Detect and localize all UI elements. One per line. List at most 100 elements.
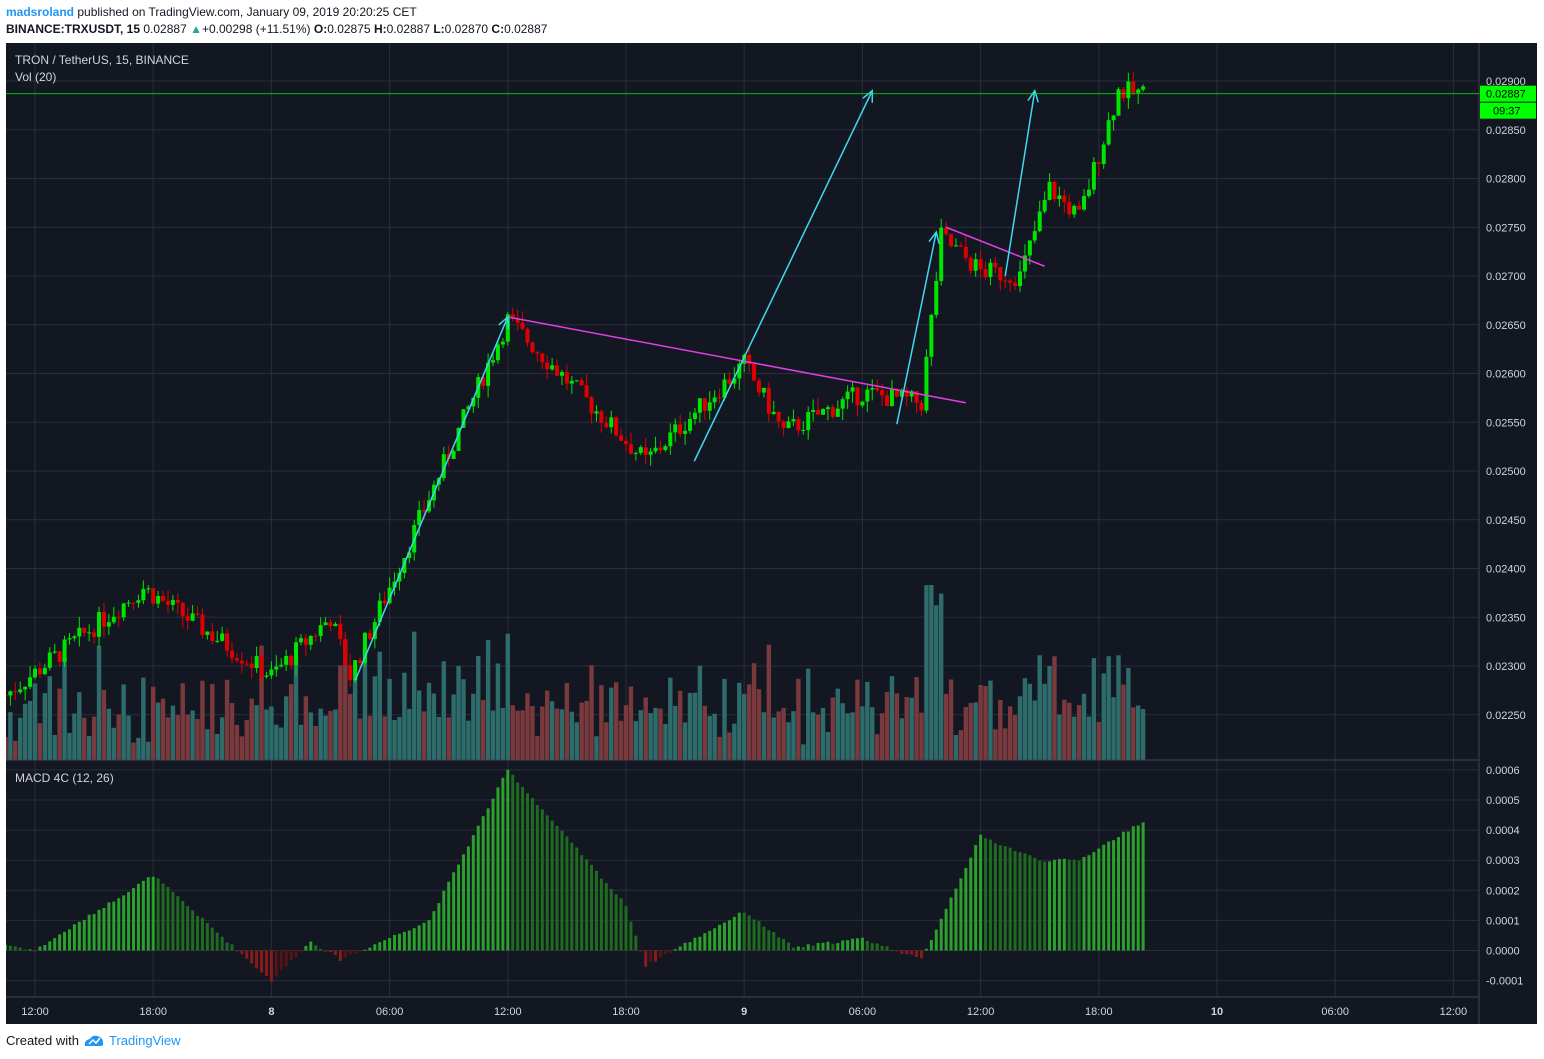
macd-bar [38, 946, 42, 951]
candle-body [451, 450, 456, 459]
macd-bar [210, 927, 214, 951]
time-tick-label: 9 [741, 1006, 747, 1018]
candle-body [865, 389, 870, 402]
macd-bar [343, 950, 347, 958]
candle-body [97, 611, 102, 637]
macd-bar [964, 868, 968, 951]
macd-bar [33, 950, 37, 952]
macd-bar [112, 901, 116, 951]
macd-bar [151, 876, 155, 951]
volume-bar [338, 665, 343, 760]
candle-body [308, 635, 313, 645]
candle-body [993, 262, 998, 268]
candle-body [614, 417, 619, 436]
volume-bar [431, 693, 437, 760]
macd-bar [200, 917, 204, 951]
last-price: 0.02887 [143, 22, 187, 36]
candle-body [564, 372, 569, 384]
published-text: published on TradingView.com, January 09… [77, 5, 417, 19]
volume-bar [737, 682, 742, 760]
candle-body [894, 389, 899, 397]
volume-bar [362, 647, 368, 760]
macd-bar [393, 934, 397, 951]
volume-bar [579, 702, 584, 760]
macd-bar [585, 859, 589, 951]
volume-bar [190, 710, 195, 760]
candle-body [165, 600, 170, 605]
macd-bar [668, 950, 672, 954]
candle-body [545, 362, 550, 370]
macd-bar [787, 942, 791, 951]
tradingview-link[interactable]: TradingView [108, 1033, 181, 1048]
candle-body [520, 322, 525, 329]
candle-body [106, 622, 111, 627]
volume-bar [82, 717, 87, 760]
candle-body [761, 387, 766, 393]
price-axis[interactable]: 0.02900 0.02850 0.02800 0.02750 0.02700 0.026… [1486, 76, 1526, 722]
volume-bar [830, 697, 836, 760]
price-tick-label: 0.02600 [1486, 369, 1526, 381]
macd-bar [565, 836, 569, 951]
candle-body [628, 444, 633, 454]
volume-bar [52, 734, 57, 760]
volume-bar [712, 713, 717, 760]
volume-bar [899, 718, 904, 760]
macd-axis[interactable]: 0.0006 0.0005 0.0004 0.0003 0.0002 0.0001 0.00… [1486, 765, 1523, 988]
macd-tick-label: 0.0001 [1486, 915, 1520, 927]
price-tick-label: 0.02750 [1486, 222, 1526, 234]
volume-bar [530, 706, 535, 760]
volume-bar [820, 707, 826, 760]
time-axis[interactable]: 12:00 18:00 8 06:00 12:00 18:00 9 06:00 12:00 18:… [21, 1006, 1467, 1018]
candle-body [727, 379, 732, 384]
macd-bar [555, 825, 559, 951]
macd-bar [663, 950, 667, 955]
macd-bar [594, 870, 598, 951]
volume-bar [471, 693, 476, 760]
macd-bar [718, 924, 722, 951]
volume-bar [874, 734, 880, 760]
macd-bar [924, 948, 928, 951]
volume-bar [973, 702, 978, 760]
macd-bar [929, 940, 933, 951]
candle-body [550, 365, 555, 370]
volume-bar [751, 663, 757, 760]
candle-body [259, 656, 264, 677]
macd-bar [693, 937, 697, 951]
candle-body [929, 314, 934, 357]
macd-bar [644, 950, 648, 967]
price-tick-label: 0.02700 [1486, 271, 1526, 283]
chart-container[interactable]: 0.02900 0.02850 0.02800 0.02750 0.02700 0.026… [3, 43, 1537, 1024]
macd-bar [821, 942, 825, 951]
macd-bar [895, 950, 899, 952]
macd-bar [1107, 841, 1111, 951]
candle-body [1111, 115, 1116, 121]
macd-bar [934, 929, 938, 951]
macd-bar [570, 842, 574, 951]
volume-bar [1003, 728, 1008, 760]
macd-bar [703, 933, 707, 951]
volume-bar [934, 605, 939, 760]
macd-bar [299, 950, 303, 953]
candle-body [1116, 89, 1121, 116]
macd-bar [806, 944, 810, 951]
macd-bar [146, 877, 150, 951]
macd-bar [13, 946, 17, 951]
macd-bar [77, 921, 81, 951]
macd-bar [427, 920, 431, 951]
macd-bar [240, 950, 244, 955]
macd-bar [516, 782, 520, 951]
price-chart[interactable]: 0.02900 0.02850 0.02800 0.02750 0.02700 0.026… [3, 43, 1537, 1024]
macd-bar [432, 911, 436, 951]
macd-bar [599, 878, 603, 951]
macd-bar [752, 919, 756, 951]
volume-bar [574, 722, 579, 760]
candle-body [481, 376, 486, 386]
macd-bar [230, 944, 234, 951]
author-name[interactable]: madsroland [6, 5, 75, 19]
arrow-head [1027, 89, 1039, 103]
macd-bar [801, 946, 805, 951]
volume-bar [155, 702, 161, 760]
candle-body [328, 622, 333, 627]
macd-bar [1097, 848, 1101, 951]
macd-bar [1018, 852, 1022, 951]
